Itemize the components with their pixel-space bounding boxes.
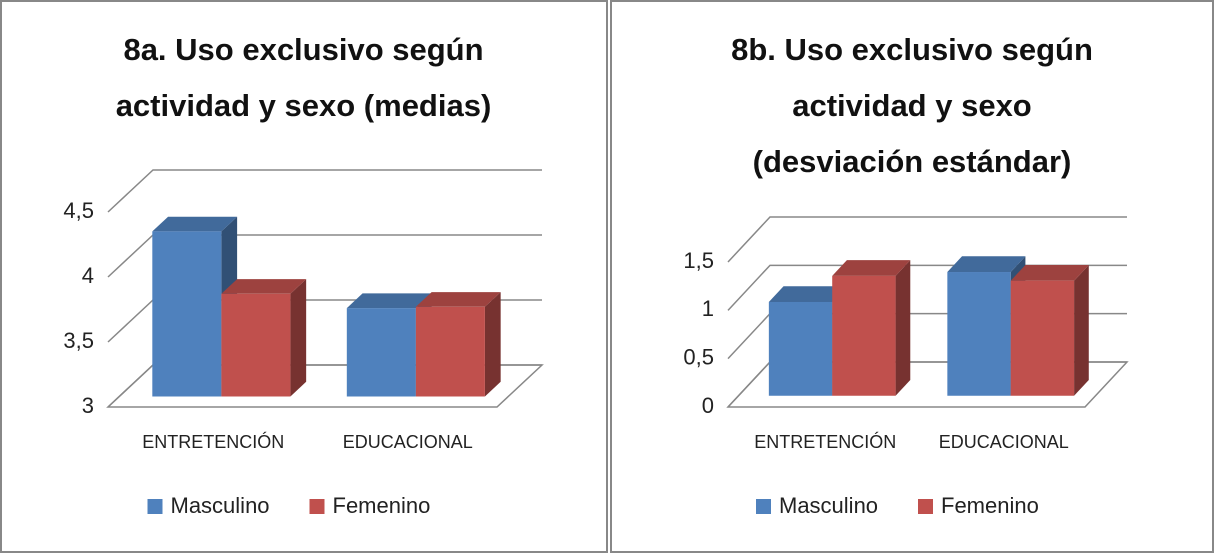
legend-label: Femenino [941, 493, 1039, 518]
bar-3d [947, 256, 1026, 396]
legend-label: Masculino [171, 493, 270, 518]
bar-top [768, 286, 847, 302]
bar-3d [415, 292, 501, 397]
bar [768, 301, 833, 396]
bar-top [221, 279, 307, 294]
y-tick-label: 4,5 [63, 198, 94, 223]
legend-swatch [147, 499, 163, 514]
y-tick-label: 1 [702, 296, 714, 321]
x-tick-label: ENTRETENCIÓN [754, 431, 896, 452]
grid-line [727, 216, 1127, 263]
legend-swatch [309, 499, 325, 514]
panel [0, 0, 608, 553]
bar [1010, 280, 1075, 396]
legend-label: Femenino [333, 493, 431, 518]
chart-title: 8a. Uso exclusivo según actividad y sexo… [115, 32, 492, 123]
legend-swatch [918, 499, 933, 514]
bar [346, 308, 416, 397]
bar-top [832, 260, 911, 276]
x-tick-label: ENTRETENCIÓN [142, 431, 284, 452]
bar-top [1010, 264, 1089, 281]
y-tick-label: 3 [82, 393, 94, 418]
y-tick-label: 4 [82, 263, 94, 288]
bar [947, 272, 1011, 396]
bar-side [290, 279, 307, 397]
bar [832, 275, 896, 396]
bar-3d [1010, 264, 1089, 396]
legend-label: Masculino [779, 493, 878, 518]
bar [221, 293, 291, 397]
y-tick-label: 3,5 [63, 328, 94, 353]
chart-title: 8b. Uso exclusivo según actividad y sexo… [731, 32, 1093, 179]
bar-top [346, 293, 432, 309]
title-box: 8a. Uso exclusivo según actividad y sexo… [115, 32, 492, 123]
bar-side [895, 260, 911, 396]
bar-3d [832, 260, 911, 396]
x-tick-label: EDUCACIONAL [939, 432, 1069, 452]
bar-top [415, 292, 501, 307]
bar-top [947, 256, 1026, 273]
x-tick-label: EDUCACIONAL [343, 432, 473, 452]
bar-side [484, 292, 501, 397]
legend-swatch [756, 499, 771, 514]
bar-top [152, 216, 238, 232]
bar [415, 306, 485, 397]
panel [610, 0, 1214, 553]
grid-line [107, 169, 542, 213]
title-box: 8b. Uso exclusivo según actividad y sexo… [731, 32, 1093, 179]
y-tick-label: 1,5 [683, 248, 714, 273]
bar-3d [768, 286, 847, 396]
y-tick-label: 0 [702, 393, 714, 418]
y-tick-label: 0,5 [683, 344, 714, 369]
bar [152, 231, 222, 397]
bar-side [1074, 264, 1089, 396]
bar-3d [221, 279, 307, 397]
